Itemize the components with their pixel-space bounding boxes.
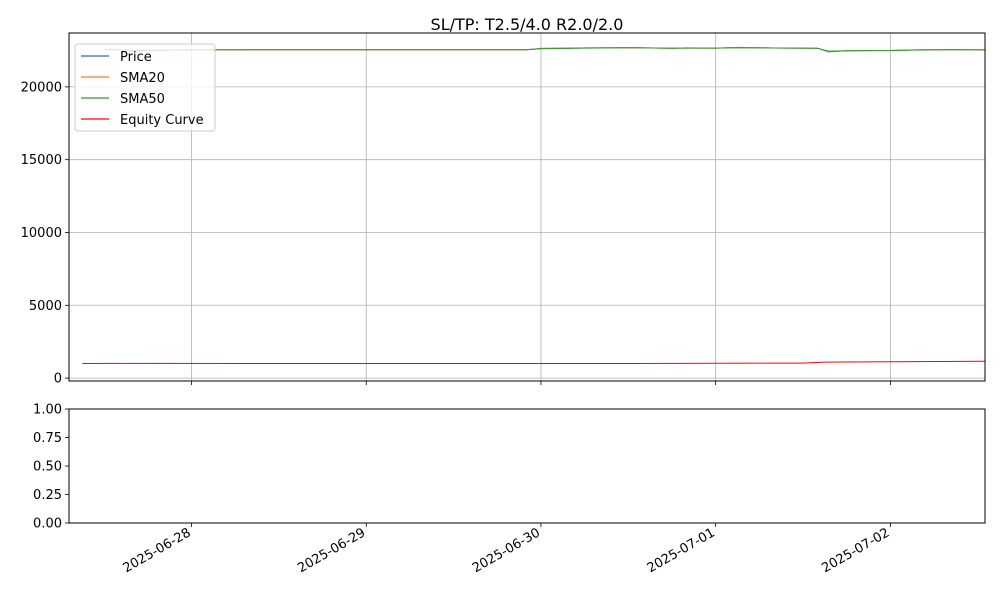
bottom-plot-area [68,408,986,524]
bottom-y-tick-label: 1.00 [33,403,62,418]
legend-label: Price [120,50,152,65]
top-axes: 0 5000 10000 15000 20000 [21,32,986,387]
top-x-ticks [191,381,891,385]
legend-label: SMA20 [120,71,165,86]
bottom-y-tick-label: 0.50 [33,460,62,475]
series-line-equity-curve [82,360,986,364]
legend-label: SMA50 [120,92,165,107]
chart-title: SL/TP: T2.5/4.0 R2.0/2.0 [431,15,624,34]
top-y-tick-label: 15000 [21,153,62,168]
legend: Price SMA20 SMA50 Equity Curve [74,43,216,132]
bottom-y-tick-label: 0.25 [33,488,62,503]
top-y-tick-label: 10000 [21,226,62,241]
top-y-tick-label: 5000 [29,299,62,314]
top-plot-area [69,33,985,381]
legend-label: Equity Curve [120,113,204,128]
top-y-ticks: 0 5000 10000 15000 20000 [21,80,69,387]
bottom-y-tick-label: 0.75 [33,431,62,446]
legend-frame [74,43,216,132]
top-y-tick-label: 20000 [21,80,62,95]
top-plot-frame [68,32,986,382]
bottom-y-tick-label: 0.00 [33,517,62,532]
bottom-y-ticks: 0.00 0.25 0.50 0.75 1.00 [33,403,69,532]
top-y-tick-label: 0 [54,372,62,387]
